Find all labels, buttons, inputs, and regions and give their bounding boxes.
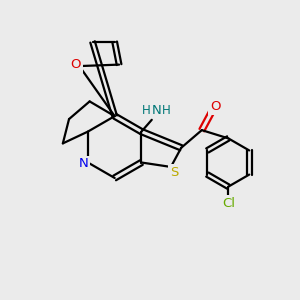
Text: H: H <box>161 103 170 117</box>
Text: O: O <box>210 100 220 113</box>
Text: S: S <box>169 166 178 179</box>
Text: O: O <box>70 58 81 71</box>
Text: Cl: Cl <box>222 197 235 210</box>
Text: N: N <box>79 158 88 170</box>
Text: N: N <box>151 103 161 117</box>
Text: H: H <box>142 103 151 117</box>
